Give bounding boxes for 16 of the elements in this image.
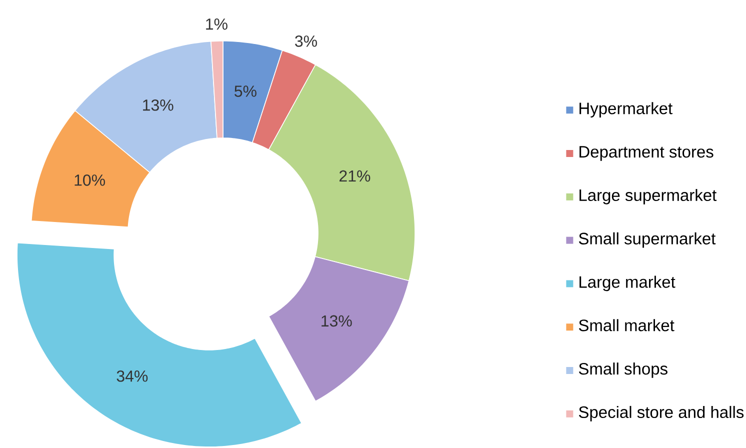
data-label: 10% [74, 174, 105, 186]
legend-label: Small supermarket [578, 232, 716, 248]
data-label: 5% [234, 86, 256, 97]
data-label: 1% [206, 18, 228, 30]
legend-label: Small market [578, 319, 674, 332]
data-label: 13% [143, 99, 174, 111]
legend-label: Small shops [578, 362, 668, 378]
legend-label: Large market [580, 276, 676, 292]
data-label: 34% [116, 370, 148, 382]
data-label: 21% [340, 170, 370, 182]
legend-label: Hypermarket [580, 102, 673, 118]
legend-label: Special store and halls [578, 406, 744, 422]
legend-label: Large supermarket [580, 188, 717, 204]
data-label: 13% [322, 315, 352, 327]
data-label: 3% [295, 36, 317, 47]
legend-label: Department stores [580, 146, 714, 161]
